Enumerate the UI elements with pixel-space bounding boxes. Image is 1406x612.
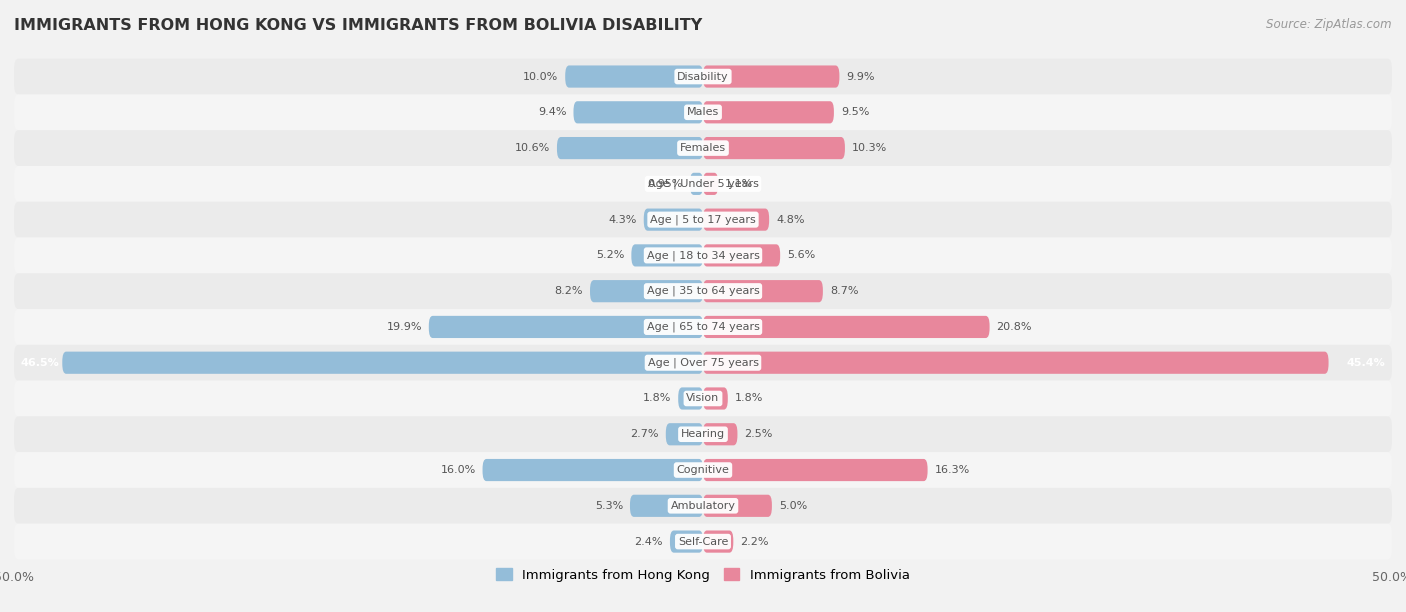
FancyBboxPatch shape — [14, 130, 1392, 166]
FancyBboxPatch shape — [14, 381, 1392, 416]
FancyBboxPatch shape — [703, 209, 769, 231]
Text: Ambulatory: Ambulatory — [671, 501, 735, 511]
Text: 2.7%: 2.7% — [630, 429, 659, 439]
FancyBboxPatch shape — [703, 173, 718, 195]
FancyBboxPatch shape — [591, 280, 703, 302]
Text: Age | 5 to 17 years: Age | 5 to 17 years — [650, 214, 756, 225]
FancyBboxPatch shape — [703, 65, 839, 88]
FancyBboxPatch shape — [690, 173, 703, 195]
Text: 9.4%: 9.4% — [538, 107, 567, 118]
Text: Source: ZipAtlas.com: Source: ZipAtlas.com — [1267, 18, 1392, 31]
Text: 2.2%: 2.2% — [740, 537, 769, 547]
FancyBboxPatch shape — [703, 494, 772, 517]
FancyBboxPatch shape — [574, 101, 703, 124]
FancyBboxPatch shape — [14, 488, 1392, 524]
FancyBboxPatch shape — [703, 280, 823, 302]
FancyBboxPatch shape — [14, 274, 1392, 309]
FancyBboxPatch shape — [703, 352, 1329, 374]
FancyBboxPatch shape — [703, 137, 845, 159]
Text: Age | 18 to 34 years: Age | 18 to 34 years — [647, 250, 759, 261]
Text: 16.0%: 16.0% — [440, 465, 475, 475]
FancyBboxPatch shape — [14, 345, 1392, 381]
FancyBboxPatch shape — [14, 166, 1392, 202]
Text: 1.1%: 1.1% — [725, 179, 754, 189]
FancyBboxPatch shape — [14, 202, 1392, 237]
Text: 5.2%: 5.2% — [596, 250, 624, 260]
Text: 4.8%: 4.8% — [776, 215, 804, 225]
Text: 8.2%: 8.2% — [554, 286, 583, 296]
Text: 10.0%: 10.0% — [523, 72, 558, 81]
FancyBboxPatch shape — [669, 531, 703, 553]
Text: Hearing: Hearing — [681, 429, 725, 439]
Text: 5.6%: 5.6% — [787, 250, 815, 260]
FancyBboxPatch shape — [14, 309, 1392, 345]
FancyBboxPatch shape — [703, 244, 780, 266]
Text: 10.6%: 10.6% — [515, 143, 550, 153]
FancyBboxPatch shape — [703, 459, 928, 481]
FancyBboxPatch shape — [703, 423, 738, 446]
Text: Age | Over 75 years: Age | Over 75 years — [648, 357, 758, 368]
Text: 45.4%: 45.4% — [1347, 358, 1385, 368]
FancyBboxPatch shape — [14, 94, 1392, 130]
Text: Females: Females — [681, 143, 725, 153]
FancyBboxPatch shape — [14, 452, 1392, 488]
FancyBboxPatch shape — [62, 352, 703, 374]
Text: 5.3%: 5.3% — [595, 501, 623, 511]
FancyBboxPatch shape — [703, 101, 834, 124]
Text: 19.9%: 19.9% — [387, 322, 422, 332]
FancyBboxPatch shape — [666, 423, 703, 446]
FancyBboxPatch shape — [703, 531, 734, 553]
Text: Age | 65 to 74 years: Age | 65 to 74 years — [647, 322, 759, 332]
FancyBboxPatch shape — [429, 316, 703, 338]
FancyBboxPatch shape — [703, 387, 728, 409]
FancyBboxPatch shape — [703, 316, 990, 338]
Text: Self-Care: Self-Care — [678, 537, 728, 547]
Text: 2.5%: 2.5% — [744, 429, 773, 439]
Text: Age | 35 to 64 years: Age | 35 to 64 years — [647, 286, 759, 296]
FancyBboxPatch shape — [14, 524, 1392, 559]
FancyBboxPatch shape — [14, 237, 1392, 274]
Text: 46.5%: 46.5% — [21, 358, 59, 368]
FancyBboxPatch shape — [644, 209, 703, 231]
Text: 8.7%: 8.7% — [830, 286, 858, 296]
FancyBboxPatch shape — [482, 459, 703, 481]
Text: 1.8%: 1.8% — [643, 394, 671, 403]
Text: 0.95%: 0.95% — [648, 179, 683, 189]
Legend: Immigrants from Hong Kong, Immigrants from Bolivia: Immigrants from Hong Kong, Immigrants fr… — [491, 563, 915, 587]
Text: Vision: Vision — [686, 394, 720, 403]
FancyBboxPatch shape — [631, 244, 703, 266]
Text: 9.9%: 9.9% — [846, 72, 875, 81]
Text: Disability: Disability — [678, 72, 728, 81]
Text: 2.4%: 2.4% — [634, 537, 664, 547]
FancyBboxPatch shape — [14, 416, 1392, 452]
Text: 5.0%: 5.0% — [779, 501, 807, 511]
Text: IMMIGRANTS FROM HONG KONG VS IMMIGRANTS FROM BOLIVIA DISABILITY: IMMIGRANTS FROM HONG KONG VS IMMIGRANTS … — [14, 18, 703, 34]
Text: Cognitive: Cognitive — [676, 465, 730, 475]
Text: 9.5%: 9.5% — [841, 107, 869, 118]
Text: 4.3%: 4.3% — [609, 215, 637, 225]
Text: 1.8%: 1.8% — [735, 394, 763, 403]
Text: 16.3%: 16.3% — [935, 465, 970, 475]
FancyBboxPatch shape — [557, 137, 703, 159]
Text: 20.8%: 20.8% — [997, 322, 1032, 332]
FancyBboxPatch shape — [678, 387, 703, 409]
FancyBboxPatch shape — [565, 65, 703, 88]
FancyBboxPatch shape — [14, 59, 1392, 94]
Text: 10.3%: 10.3% — [852, 143, 887, 153]
FancyBboxPatch shape — [630, 494, 703, 517]
Text: Males: Males — [688, 107, 718, 118]
Text: Age | Under 5 years: Age | Under 5 years — [648, 179, 758, 189]
